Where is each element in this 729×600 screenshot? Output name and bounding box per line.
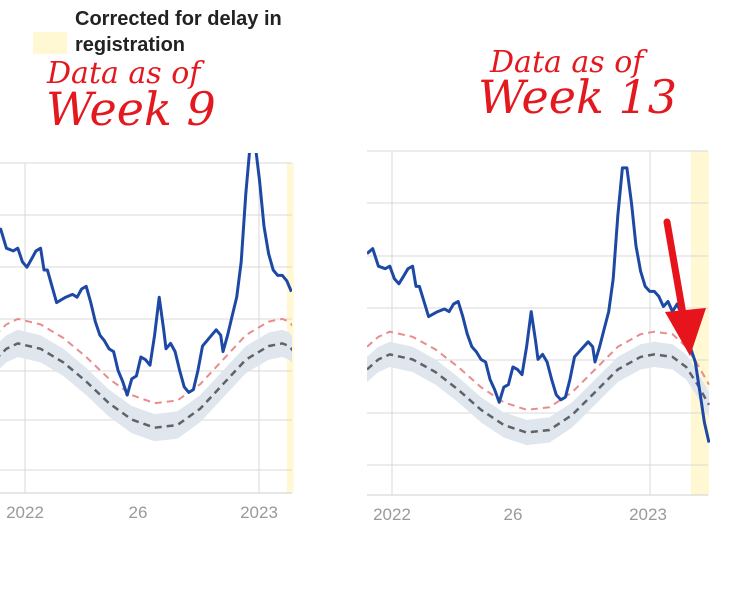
legend-label: Corrected for delay in registration [75, 6, 355, 58]
x-tick-label: 2023 [240, 503, 278, 522]
arrow-shaft [663, 218, 688, 324]
series-observed [367, 166, 710, 443]
arrow-head [665, 308, 706, 356]
series-baseline [0, 342, 292, 429]
baseline-band [367, 341, 709, 446]
x-tick-label: 2022 [373, 505, 411, 524]
series-upper-threshold [367, 330, 710, 411]
x-tick-label: 2022 [6, 503, 44, 522]
chart-panel-1: 2022 26 2023 [0, 153, 294, 522]
legend-label-text: Corrected for delay in registration [75, 8, 282, 56]
left-annotation-line2: Week 9 [46, 82, 216, 136]
series-group [0, 153, 292, 442]
series-baseline [367, 353, 710, 434]
left-annotation-line1: Data as of [47, 56, 201, 91]
right-annotation-line2: Week 13 [478, 70, 678, 124]
arrow-annotation [663, 218, 706, 356]
correction-region [286, 163, 294, 493]
baseline-band [0, 329, 292, 442]
x-tick-label: 2023 [629, 505, 667, 524]
series-group [367, 166, 710, 446]
series-observed [0, 153, 292, 397]
chart-panel-2: 2022 26 2023 [367, 150, 710, 524]
legend-swatch [33, 32, 67, 54]
x-tick-label: 26 [129, 503, 148, 522]
right-annotation-line1: Data as of [490, 45, 644, 80]
series-upper-threshold [0, 317, 292, 405]
x-tick-label: 26 [504, 505, 523, 524]
